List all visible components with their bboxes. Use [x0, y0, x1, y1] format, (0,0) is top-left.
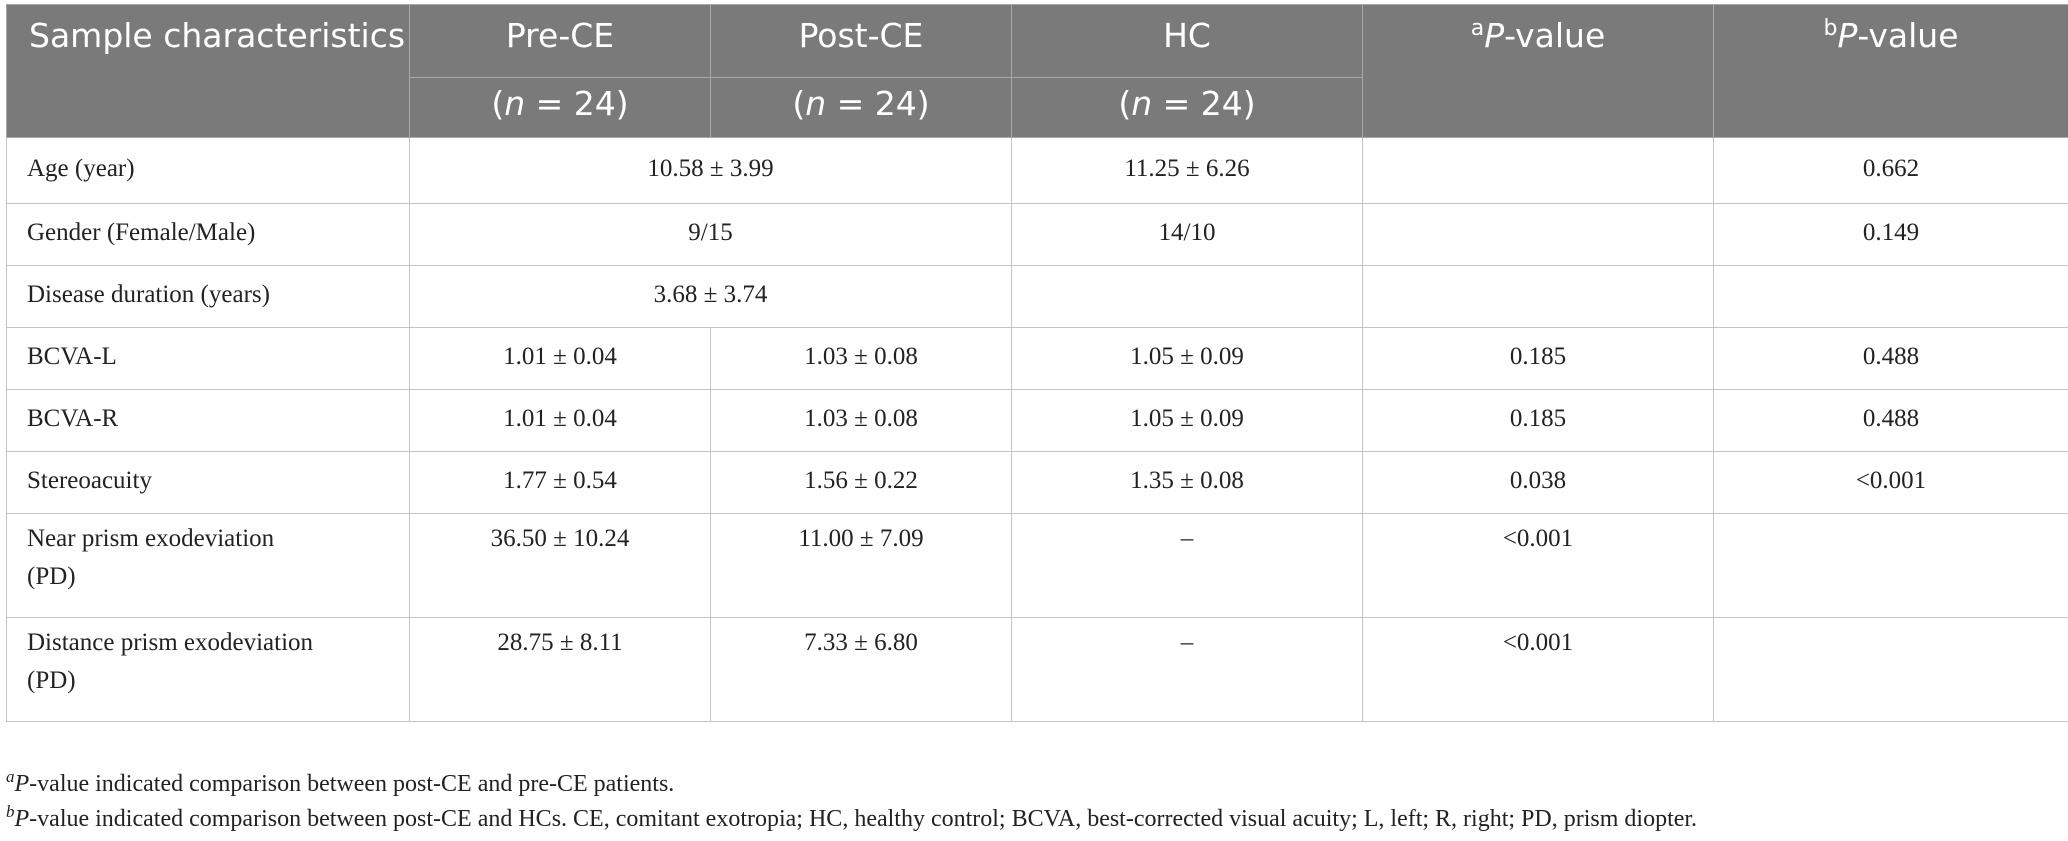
header-hc: HC [1011, 4, 1363, 78]
cell-pre-post: 9/15 [409, 203, 1012, 266]
header-post-ce: Post-CE [710, 4, 1012, 78]
footnote-b: bP-value indicated comparison between po… [6, 802, 1698, 832]
row-label: Near prism exodeviation (PD) [6, 513, 410, 618]
sample-characteristics-table: Sample characteristics Pre-CE Post-CE HC… [6, 4, 2068, 722]
cell-b-p-value [1713, 265, 2068, 328]
row-label: Disease duration (years) [6, 265, 410, 328]
row-label: Distance prism exodeviation (PD) [6, 617, 410, 722]
cell-post-ce: 7.33 ± 6.80 [710, 617, 1012, 722]
cell-hc: – [1011, 617, 1363, 722]
header-hc-n: (n = 24) [1011, 77, 1363, 138]
cell-hc: 1.05 ± 0.09 [1011, 327, 1363, 390]
table-row-gender: Gender (Female/Male) 9/15 14/10 0.149 [6, 203, 2068, 266]
cell-b-p-value: 0.662 [1713, 137, 2068, 204]
cell-post-ce: 11.00 ± 7.09 [710, 513, 1012, 618]
cell-hc: 11.25 ± 6.26 [1011, 137, 1363, 204]
cell-b-p-value: <0.001 [1713, 451, 2068, 514]
cell-pre-ce: 28.75 ± 8.11 [409, 617, 711, 722]
cell-post-ce: 1.56 ± 0.22 [710, 451, 1012, 514]
cell-b-p-value: 0.488 [1713, 389, 2068, 452]
header-a-p-value: aP-value [1362, 4, 1714, 138]
cell-a-p-value [1362, 203, 1714, 266]
row-label: Gender (Female/Male) [6, 203, 410, 266]
table-header: Sample characteristics Pre-CE Post-CE HC… [6, 4, 2068, 138]
cell-a-p-value [1362, 265, 1714, 328]
cell-b-p-value [1713, 617, 2068, 722]
cell-hc: 14/10 [1011, 203, 1363, 266]
row-label: BCVA-L [6, 327, 410, 390]
table-row-distance-prism-exodeviation: Distance prism exodeviation (PD) 28.75 ± … [6, 617, 2068, 722]
cell-hc: 1.35 ± 0.08 [1011, 451, 1363, 514]
cell-a-p-value: <0.001 [1362, 513, 1714, 618]
cell-a-p-value: 0.038 [1362, 451, 1714, 514]
cell-a-p-value: <0.001 [1362, 617, 1714, 722]
table-body: Age (year) 10.58 ± 3.99 11.25 ± 6.26 0.6… [6, 137, 2068, 722]
header-post-n: (n = 24) [710, 77, 1012, 138]
cell-pre-ce: 36.50 ± 10.24 [409, 513, 711, 618]
header-sample-characteristics: Sample characteristics [6, 4, 410, 138]
table-row-bcva-r: BCVA-R 1.01 ± 0.04 1.03 ± 0.08 1.05 ± 0.… [6, 389, 2068, 452]
table-row-stereoacuity: Stereoacuity 1.77 ± 0.54 1.56 ± 0.22 1.3… [6, 451, 2068, 514]
cell-b-p-value [1713, 513, 2068, 618]
row-label: Stereoacuity [6, 451, 410, 514]
row-label: BCVA-R [6, 389, 410, 452]
cell-post-ce: 1.03 ± 0.08 [710, 327, 1012, 390]
footnote-a: aP-value indicated comparison between po… [6, 767, 675, 797]
cell-pre-ce: 1.01 ± 0.04 [409, 327, 711, 390]
table-row-near-prism-exodeviation: Near prism exodeviation (PD) 36.50 ± 10.2… [6, 513, 2068, 618]
cell-a-p-value [1362, 137, 1714, 204]
table-row-bcva-l: BCVA-L 1.01 ± 0.04 1.03 ± 0.08 1.05 ± 0.… [6, 327, 2068, 390]
cell-pre-post: 10.58 ± 3.99 [409, 137, 1012, 204]
row-label: Age (year) [6, 137, 410, 204]
table-row-disease-duration: Disease duration (years) 3.68 ± 3.74 [6, 265, 2068, 328]
cell-a-p-value: 0.185 [1362, 389, 1714, 452]
header-b-p-value: bP-value [1713, 4, 2068, 138]
cell-hc: 1.05 ± 0.09 [1011, 389, 1363, 452]
data-table-container: Sample characteristics Pre-CE Post-CE HC… [6, 4, 2068, 722]
header-pre-n: (n = 24) [409, 77, 711, 138]
cell-hc: – [1011, 513, 1363, 618]
cell-a-p-value: 0.185 [1362, 327, 1714, 390]
table-row-age: Age (year) 10.58 ± 3.99 11.25 ± 6.26 0.6… [6, 137, 2068, 204]
cell-pre-post: 3.68 ± 3.74 [409, 265, 1012, 328]
cell-post-ce: 1.03 ± 0.08 [710, 389, 1012, 452]
header-pre-ce: Pre-CE [409, 4, 711, 78]
cell-pre-ce: 1.77 ± 0.54 [409, 451, 711, 514]
cell-hc [1011, 265, 1363, 328]
cell-pre-ce: 1.01 ± 0.04 [409, 389, 711, 452]
cell-b-p-value: 0.149 [1713, 203, 2068, 266]
cell-b-p-value: 0.488 [1713, 327, 2068, 390]
